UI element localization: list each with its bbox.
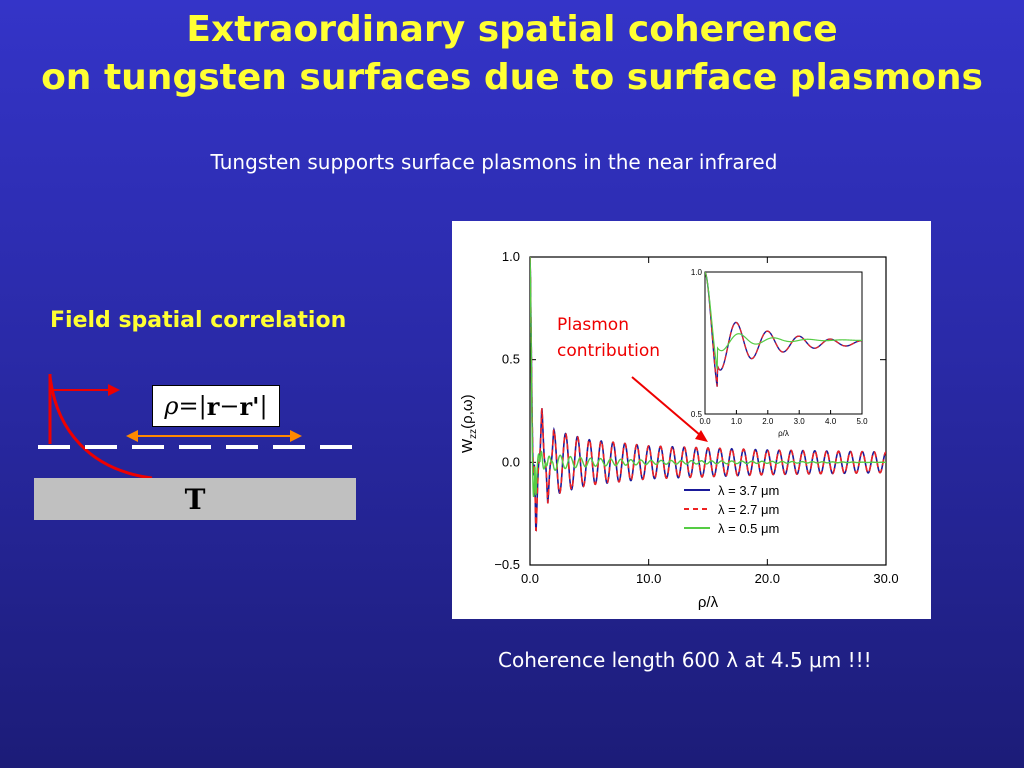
y-axis-label: Wzz(ρ,ω) — [459, 394, 479, 453]
formula-bar-right: | — [259, 392, 268, 420]
y-tick-label: 0.0 — [502, 454, 520, 469]
plasmon-label-line-2: contribution — [557, 341, 661, 361]
formula-bar-left: | — [198, 392, 207, 420]
title-line-1: Extraordinary spatial coherence — [186, 9, 838, 50]
inset-series-line — [705, 272, 862, 387]
field-correlation-heading: Field spatial correlation — [50, 308, 347, 333]
inset-x-label: ρ/λ — [778, 429, 789, 438]
formula-equals: = — [178, 392, 199, 420]
y-tick-label: 1.0 — [502, 249, 520, 264]
field-arrow-head — [108, 384, 120, 396]
correlation-schematic — [38, 374, 356, 480]
y-tick-label: −0.5 — [494, 557, 520, 572]
legend-label: λ = 2.7 μm — [718, 502, 779, 517]
x-axis-label: ρ/λ — [698, 594, 719, 611]
series-line — [530, 257, 886, 498]
inset-x-tick-label: 0.0 — [699, 417, 711, 426]
formula-r-prime: r' — [239, 391, 260, 421]
x-tick-label: 10.0 — [636, 571, 661, 586]
formula-rho: ρ — [164, 392, 179, 420]
inset-x-tick-label: 4.0 — [825, 417, 837, 426]
tungsten-substrate — [34, 478, 356, 520]
coherence-caption: Coherence length 600 λ at 4.5 μm !!! — [498, 648, 872, 672]
plasmon-label-line-1: Plasmon — [557, 315, 629, 335]
inset-y-tick-label: 1.0 — [691, 268, 703, 277]
formula-r: r — [206, 391, 220, 421]
inset-x-tick-label: 2.0 — [762, 417, 774, 426]
inset-x-tick-label: 1.0 — [731, 417, 743, 426]
legend-label: λ = 0.5 μm — [718, 521, 779, 536]
inset-x-tick-label: 3.0 — [794, 417, 806, 426]
plot-frame — [529, 256, 887, 566]
slide-subtitle: Tungsten supports surface plasmons in th… — [210, 150, 778, 174]
inset-x-tick-label: 5.0 — [856, 417, 868, 426]
x-tick-label: 0.0 — [521, 571, 539, 586]
plasmon-arrow-head — [695, 430, 708, 442]
separation-arrow-left-head — [126, 430, 138, 442]
plasmon-arrow — [631, 376, 701, 436]
plot-svg: 0.0 10.0 20.0 30.0−0.50.00.51.0 0.0 1.0 2.0 3.… — [459, 249, 899, 611]
distance-formula: ρ = | r − r' | — [152, 385, 280, 427]
inset-series-line — [705, 272, 862, 370]
decay-curve — [48, 375, 153, 480]
title-line-2: on tungsten surfaces due to surface plas… — [41, 57, 983, 98]
x-tick-label: 30.0 — [873, 571, 898, 586]
separation-arrow-right-head — [290, 430, 302, 442]
slide-title: Extraordinary spatial coherence on tungs… — [0, 6, 1024, 102]
x-tick-label: 20.0 — [755, 571, 780, 586]
y-tick-label: 0.5 — [502, 352, 520, 367]
formula-minus: − — [219, 392, 240, 420]
substrate-label: T — [184, 483, 206, 516]
legend-label: λ = 3.7 μm — [718, 483, 779, 498]
inset-y-tick-label: 0.5 — [691, 410, 703, 419]
series-line — [530, 257, 886, 532]
inset-frame — [704, 271, 863, 415]
plasmon-label: Plasmon contribution — [557, 312, 660, 364]
correlation-plot: 0.0 10.0 20.0 30.0 −0.5 0.0 0.5 1.0 0.0 1.0 2.0 3.… — [452, 221, 931, 619]
